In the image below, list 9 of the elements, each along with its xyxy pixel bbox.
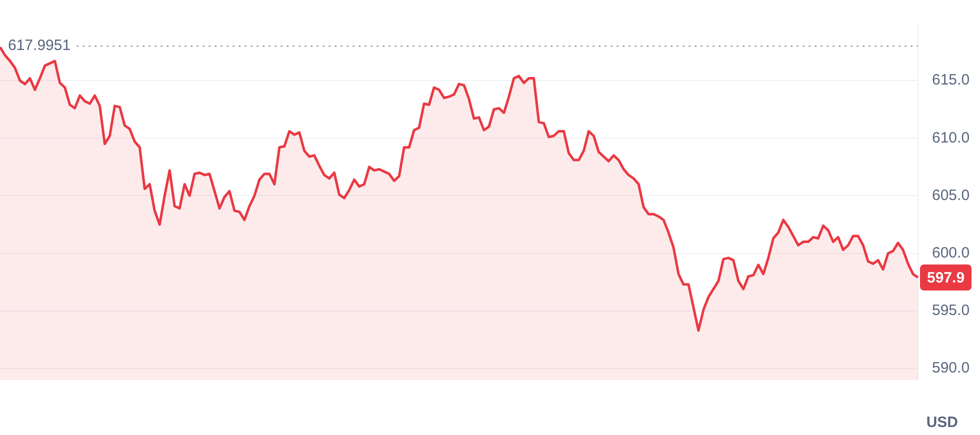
y-tick-label: 600.0 <box>932 244 970 262</box>
y-tick-label: 590.0 <box>932 360 970 377</box>
y-tick-label: 615.0 <box>932 72 970 89</box>
y-tick-label: 610.0 <box>932 129 970 146</box>
y-tick-label: 595.0 <box>932 302 970 320</box>
text: 597.9 <box>927 270 965 287</box>
ref-line-label: 617.9951 <box>8 37 71 54</box>
y-axis-title: USD <box>926 414 958 431</box>
y-tick-label: 605.0 <box>932 186 970 204</box>
